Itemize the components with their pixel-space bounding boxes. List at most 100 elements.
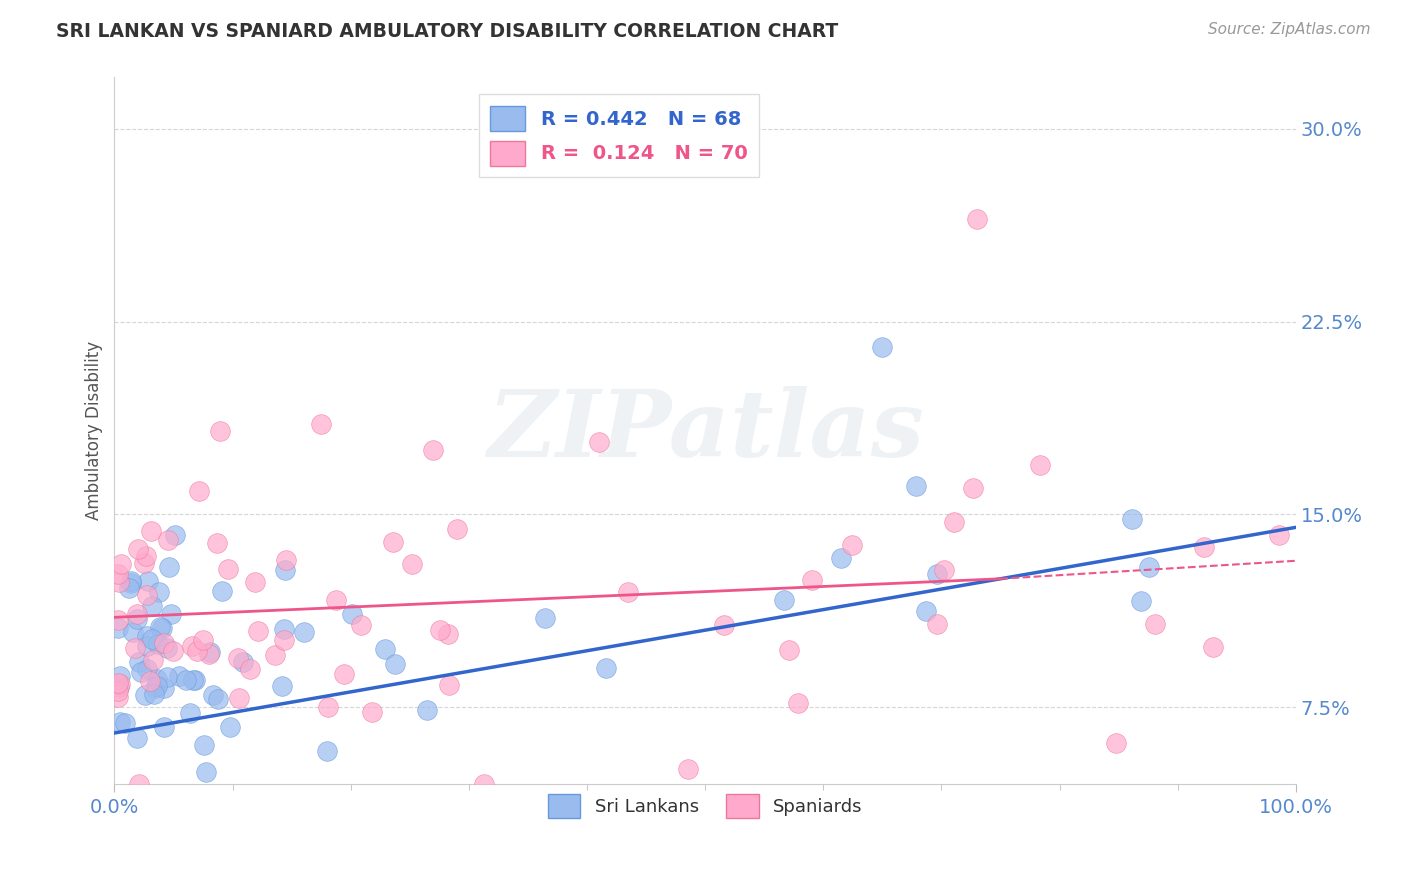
Point [309,417,332,432]
Point [904,479,927,493]
Point [114,716,136,731]
Point [108,676,131,690]
Point [429,623,451,637]
Point [146,672,169,686]
Point [108,714,131,729]
Point [107,683,129,698]
Point [127,612,149,626]
Point [107,622,129,636]
Point [153,635,176,649]
Point [157,560,180,574]
Point [120,575,142,590]
Point [162,644,184,658]
Point [169,668,191,682]
Point [217,562,239,576]
Point [200,645,222,659]
Point [107,567,129,582]
Point [316,744,339,758]
Point [174,673,197,688]
Point [128,656,150,670]
Point [243,574,266,589]
Point [218,720,240,734]
Point [915,604,938,618]
Point [120,574,142,589]
Point [146,637,169,651]
Point [943,515,966,529]
Point [437,626,460,640]
Point [108,575,131,590]
Point [193,738,215,752]
Point [350,618,373,632]
Point [201,688,224,702]
Point [384,657,406,672]
Point [446,522,468,536]
Point [617,585,640,599]
Point [148,584,170,599]
Point [139,524,162,538]
Point [872,340,894,354]
Text: SRI LANKAN VS SPANIARD AMBULATORY DISABILITY CORRELATION CHART: SRI LANKAN VS SPANIARD AMBULATORY DISABI… [56,22,838,41]
Point [778,643,800,657]
Point [1144,616,1167,631]
Point [152,681,174,695]
Point [437,678,460,692]
Point [191,632,214,647]
Point [1268,528,1291,542]
Point [841,538,863,552]
Y-axis label: Ambulatory Disability: Ambulatory Disability [86,342,103,521]
Point [273,623,295,637]
Point [773,592,796,607]
Point [207,535,229,549]
Point [138,574,160,589]
Point [122,624,145,639]
Point [129,665,152,679]
Legend: Sri Lankans, Spaniards: Sri Lankans, Spaniards [541,788,870,825]
Text: Source: ZipAtlas.com: Source: ZipAtlas.com [1208,22,1371,37]
Point [1129,594,1152,608]
Point [107,676,129,690]
Point [374,641,396,656]
Point [713,617,735,632]
Point [132,556,155,570]
Point [141,599,163,614]
Point [135,549,157,564]
Point [125,607,148,621]
Point [830,551,852,566]
Point [125,731,148,745]
Point [136,629,159,643]
Point [124,640,146,655]
Point [226,650,249,665]
Point [318,700,340,714]
Point [264,648,287,662]
Point [142,653,165,667]
Point [211,584,233,599]
Point [676,762,699,776]
Point [152,720,174,734]
Point [179,706,201,720]
Point [534,611,557,625]
Point [156,670,179,684]
Point [932,563,955,577]
Point [292,625,315,640]
Point [157,533,180,547]
Point [163,527,186,541]
Point [274,563,297,577]
Point [209,424,232,438]
Point [135,661,157,675]
Point [108,680,131,694]
Point [117,581,139,595]
Point [228,690,250,705]
Point [142,686,165,700]
Point [186,644,208,658]
Point [801,573,824,587]
Point [325,593,347,607]
Point [927,567,949,582]
Point [143,681,166,696]
Point [247,624,270,638]
Point [588,435,610,450]
Point [239,662,262,676]
Point [416,702,439,716]
Point [207,692,229,706]
Point [925,616,948,631]
Point [274,553,297,567]
